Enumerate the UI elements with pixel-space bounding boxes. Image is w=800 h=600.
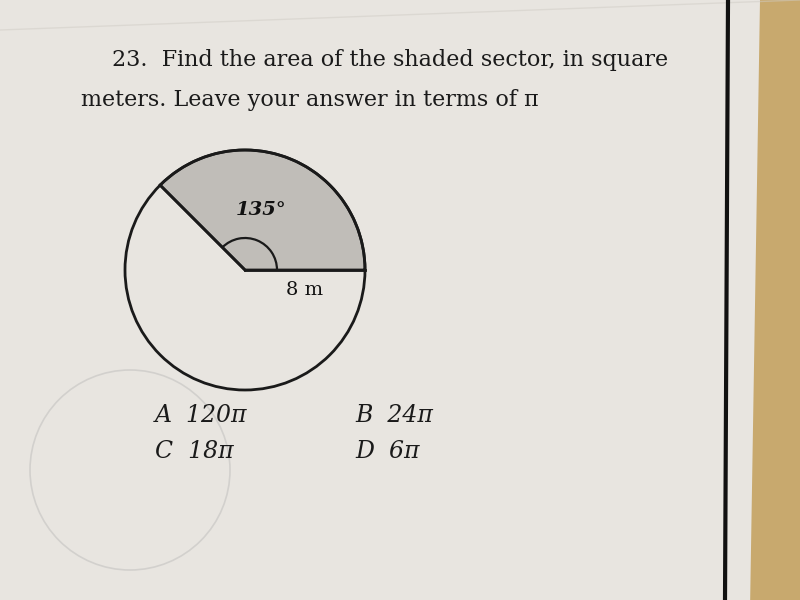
- Text: 23.  Find the area of the shaded sector, in square: 23. Find the area of the shaded sector, …: [112, 49, 668, 71]
- Text: D  6π: D 6π: [355, 440, 419, 463]
- Text: 8 m: 8 m: [286, 281, 323, 299]
- Text: B  24π: B 24π: [355, 403, 433, 427]
- Polygon shape: [160, 150, 365, 270]
- Text: meters. Leave your answer in terms of π: meters. Leave your answer in terms of π: [81, 89, 539, 111]
- Polygon shape: [0, 0, 760, 600]
- Text: C  18π: C 18π: [155, 440, 234, 463]
- Text: A  120π: A 120π: [155, 403, 247, 427]
- Text: 135°: 135°: [236, 201, 286, 219]
- Polygon shape: [0, 0, 800, 30]
